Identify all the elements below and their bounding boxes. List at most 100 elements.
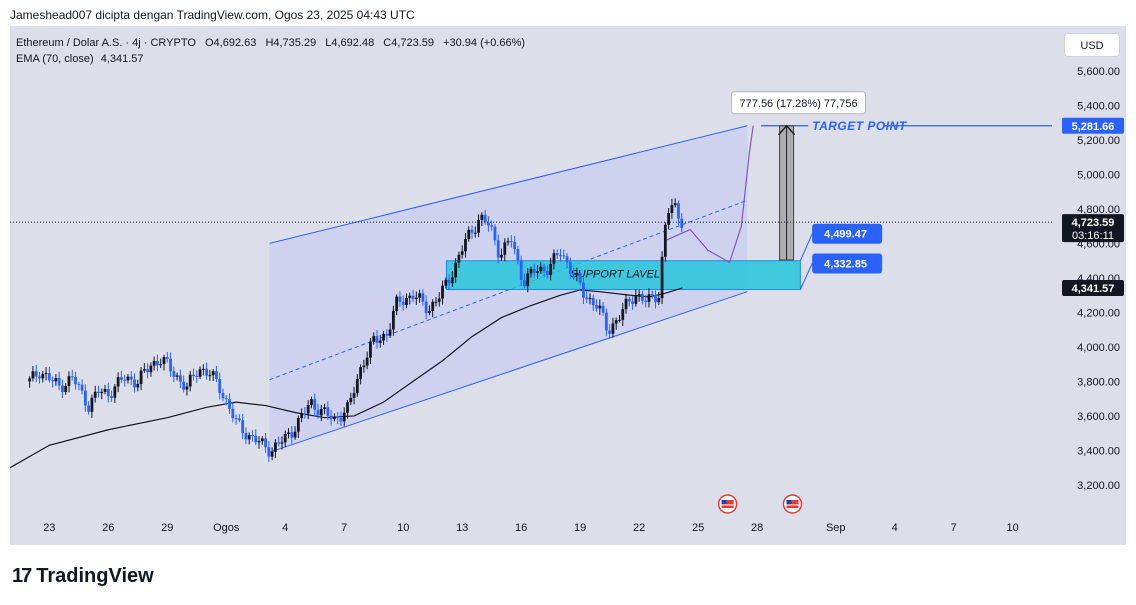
- candle-body[interactable]: [237, 418, 241, 421]
- candle-body[interactable]: [464, 238, 467, 252]
- candle-body[interactable]: [647, 294, 651, 302]
- candle-body[interactable]: [300, 413, 304, 419]
- candle-body[interactable]: [506, 241, 510, 243]
- candle-body[interactable]: [41, 374, 45, 379]
- candle-body[interactable]: [490, 225, 494, 227]
- candle-body[interactable]: [670, 205, 674, 214]
- chart-area[interactable]: SUPPORT LAVEL TARGET POINT 777.56 (17.28%)…: [10, 26, 1126, 545]
- candle-body[interactable]: [591, 297, 595, 306]
- candle-body[interactable]: [224, 398, 228, 400]
- candle-body[interactable]: [549, 263, 553, 275]
- candle-body[interactable]: [667, 213, 671, 225]
- candle-body[interactable]: [388, 329, 392, 336]
- candle-body[interactable]: [215, 371, 218, 379]
- candle-body[interactable]: [313, 399, 317, 410]
- candle-body[interactable]: [582, 282, 585, 298]
- candle-body[interactable]: [401, 301, 405, 305]
- candle-body[interactable]: [444, 279, 448, 286]
- ema-label[interactable]: EMA (70, close): [16, 53, 94, 65]
- candle-body[interactable]: [54, 377, 58, 382]
- candle-body[interactable]: [644, 300, 648, 302]
- candle-body[interactable]: [146, 369, 150, 373]
- candle-body[interactable]: [673, 203, 677, 206]
- candle-body[interactable]: [473, 232, 477, 234]
- candle-body[interactable]: [526, 273, 530, 287]
- candle-body[interactable]: [375, 336, 379, 343]
- candle-body[interactable]: [382, 333, 385, 341]
- candle-body[interactable]: [519, 260, 523, 280]
- candle-body[interactable]: [44, 373, 48, 375]
- candle-body[interactable]: [493, 226, 497, 241]
- candle-body[interactable]: [195, 376, 199, 378]
- candle-body[interactable]: [123, 379, 127, 381]
- candle-body[interactable]: [205, 368, 209, 376]
- candle-body[interactable]: [77, 384, 81, 386]
- candle-body[interactable]: [608, 330, 612, 334]
- candle-body[interactable]: [175, 375, 179, 377]
- candle-body[interactable]: [283, 433, 287, 443]
- candle-body[interactable]: [149, 365, 153, 373]
- zone-low-callout-box[interactable]: [812, 253, 883, 274]
- target-price-badge-bg[interactable]: [1062, 117, 1124, 134]
- candle-body[interactable]: [513, 241, 517, 250]
- candle-body[interactable]: [575, 272, 579, 276]
- candle-body[interactable]: [552, 253, 556, 264]
- candle-body[interactable]: [247, 435, 251, 440]
- candle-body[interactable]: [532, 268, 536, 273]
- candle-body[interactable]: [487, 222, 490, 226]
- candle-body[interactable]: [70, 376, 74, 378]
- candle-body[interactable]: [503, 242, 507, 255]
- candle-body[interactable]: [496, 240, 500, 258]
- candle-body[interactable]: [326, 407, 330, 416]
- candle-body[interactable]: [480, 214, 484, 220]
- candle-body[interactable]: [562, 255, 566, 257]
- candle-body[interactable]: [447, 279, 451, 284]
- candle-body[interactable]: [365, 357, 369, 366]
- candle-body[interactable]: [650, 294, 654, 296]
- candle-body[interactable]: [414, 297, 418, 299]
- candle-body[interactable]: [329, 415, 333, 420]
- candle-body[interactable]: [310, 399, 313, 406]
- candle-body[interactable]: [483, 214, 487, 223]
- candle-body[interactable]: [267, 447, 271, 457]
- candle-body[interactable]: [319, 409, 323, 416]
- candle-body[interactable]: [536, 271, 539, 273]
- candle-body[interactable]: [457, 254, 461, 263]
- candle-body[interactable]: [97, 391, 100, 394]
- candle-body[interactable]: [654, 294, 657, 303]
- candle-body[interactable]: [631, 301, 634, 304]
- candle-body[interactable]: [323, 407, 326, 410]
- candle-body[interactable]: [559, 255, 562, 257]
- candle-body[interactable]: [260, 438, 264, 442]
- candle-body[interactable]: [270, 451, 274, 457]
- projection-curve[interactable]: [666, 125, 754, 263]
- candle-body[interactable]: [398, 296, 402, 302]
- candle-body[interactable]: [169, 358, 172, 372]
- candle-body[interactable]: [103, 389, 107, 392]
- symbol-name[interactable]: Ethereum / Dolar A.S. · 4j · CRYPTO: [16, 37, 196, 49]
- candle-body[interactable]: [627, 298, 631, 302]
- candle-body[interactable]: [87, 405, 91, 412]
- candle-body[interactable]: [500, 254, 503, 258]
- candle-body[interactable]: [251, 435, 254, 437]
- currency-button[interactable]: USD: [1064, 33, 1120, 57]
- candle-body[interactable]: [274, 442, 277, 452]
- candle-body[interactable]: [421, 293, 425, 302]
- candle-body[interactable]: [346, 402, 349, 413]
- candle-body[interactable]: [178, 375, 182, 382]
- candle-body[interactable]: [280, 442, 284, 444]
- candle-body[interactable]: [120, 377, 123, 380]
- candle-body[interactable]: [67, 376, 71, 386]
- candle-body[interactable]: [74, 376, 77, 385]
- candle-body[interactable]: [431, 301, 435, 311]
- candle-body[interactable]: [523, 279, 526, 287]
- candle-body[interactable]: [467, 229, 471, 239]
- last-price-badge-bg[interactable]: [1062, 214, 1124, 243]
- candle-body[interactable]: [634, 295, 638, 304]
- candle-body[interactable]: [126, 376, 130, 381]
- candle-body[interactable]: [90, 397, 94, 412]
- channel-lower-line[interactable]: [269, 291, 748, 453]
- candle-body[interactable]: [657, 298, 661, 303]
- candle-body[interactable]: [372, 336, 376, 342]
- candle-body[interactable]: [316, 409, 320, 416]
